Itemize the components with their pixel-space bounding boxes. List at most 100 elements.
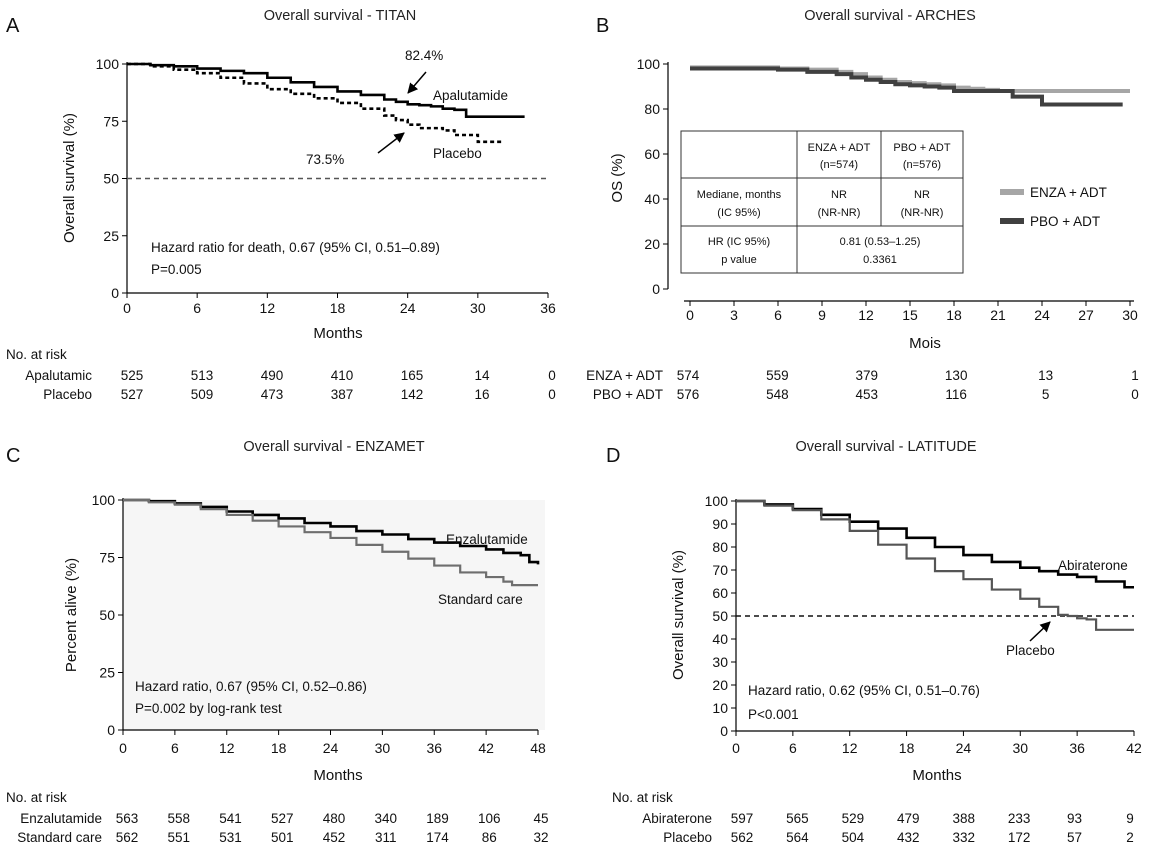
inset-row-median-sub: (IC 95%)	[717, 207, 760, 219]
risk-b-row-2-value: 576	[677, 387, 700, 402]
panel-d-y-tick-label: 20	[712, 677, 728, 693]
risk-a-row-2-value: 387	[331, 387, 354, 402]
panel-b-y-tick-label: 20	[644, 236, 660, 252]
panel-b-x-tick-label: 24	[1034, 307, 1050, 323]
panel-a-p-value: P=0.005	[151, 262, 202, 277]
panel-a-xlabel: Months	[313, 325, 362, 342]
panel-d-hazard-ratio: Hazard ratio, 0.62 (95% CI, 0.51–0.76)	[748, 683, 980, 698]
risk-title-d: No. at risk	[612, 790, 673, 805]
inset-hr-value: 0.81 (0.53–1.25)	[840, 236, 921, 248]
panel-d-y-tick-label: 90	[712, 516, 728, 532]
risk-c-row-2-value: 562	[116, 830, 139, 845]
panel-b-ylabel: OS (%)	[609, 153, 626, 202]
risk-c-row-2-value: 531	[219, 830, 242, 845]
risk-d-row-2-label: Placebo	[663, 830, 712, 845]
panel-d-plot: 0 10 20 30 40 50 60 70 80 90 100 0 6 12 18 24 30 36 42	[705, 493, 1142, 756]
risk-c-row-1-value: 541	[219, 811, 242, 826]
risk-d-row-2-value: 432	[897, 830, 920, 845]
risk-d-row-1-value: 9	[1126, 811, 1134, 826]
legend-label-pbo: PBO + ADT	[1030, 214, 1100, 229]
inset-table-frame	[680, 130, 964, 274]
panel-c-x-tick-label: 6	[171, 740, 179, 756]
panel-a-label-placebo: Placebo	[433, 146, 482, 161]
panel-b-x-tick-label: 6	[774, 307, 782, 323]
risk-a-row-2-value: 509	[191, 387, 214, 402]
panel-a-series-placebo	[127, 62, 502, 144]
panel-d: D Overall survival - LATITUDE 0 10 20 30 40 5…	[606, 439, 1142, 784]
legend-label-enza: ENZA + ADT	[1030, 185, 1107, 200]
inset-row-median-label: Mediane, months	[697, 189, 782, 201]
inset-row-hr-label: HR (IC 95%)	[708, 236, 770, 248]
risk-a-row-2-value: 527	[121, 387, 144, 402]
panel-d-y-tick-label: 30	[712, 654, 728, 670]
panel-b-plot: 0 20 40 60 80 100 0 3 6 9 12 15 18 21 24 27 30	[637, 56, 1138, 323]
panel-c-xlabel: Months	[313, 767, 362, 784]
panel-b-x-tick-label: 30	[1122, 307, 1138, 323]
panel-d-title: Overall survival - LATITUDE	[795, 439, 976, 455]
panel-b: B Overall survival - ARCHES 020406080100…	[596, 8, 1138, 352]
panel-a-x-tick-label: 0	[123, 300, 131, 316]
panel-b-inset-table: ENZA + ADT (n=574) PBO + ADT (n=576) Med…	[680, 130, 964, 274]
risk-a-row-2-label: Placebo	[43, 387, 92, 402]
panel-d-arrow-placebo	[1029, 621, 1051, 642]
risk-a-row-2-value: 16	[474, 387, 489, 402]
panel-d-x-tick-label: 36	[1069, 740, 1085, 756]
panel-b-series-enza-adt	[690, 65, 1130, 93]
risk-d-row-1-value: 233	[1008, 811, 1031, 826]
panel-d-x-tick-label: 18	[899, 740, 915, 756]
panel-c-y-tick-label: 50	[99, 607, 115, 623]
risk-a-row-1-label: Apalutamic	[25, 368, 92, 383]
panel-d-y-tick-label: 100	[705, 493, 729, 509]
risk-tables: No. at risk No. at risk No. at risk Apal…	[6, 347, 1139, 845]
panel-b-x-tick-label: 0	[686, 307, 694, 323]
risk-d-row-1-value: 388	[952, 811, 975, 826]
panel-b-y-tick-label: 80	[644, 101, 660, 117]
risk-d-row-2-value: 2	[1126, 830, 1134, 845]
risk-b-row-1-value: 1	[1131, 368, 1139, 383]
panel-c-y-tick-label: 75	[99, 550, 115, 566]
panel-d-y-tick-label: 0	[720, 723, 728, 739]
risk-d-row-2-value: 332	[952, 830, 975, 845]
panel-c-hazard-ratio: Hazard ratio, 0.67 (95% CI, 0.52–0.86)	[135, 679, 367, 694]
panel-letter-d: D	[606, 445, 620, 467]
inset-header-enza: ENZA + ADT	[808, 142, 871, 154]
panel-b-x-tick-label: 15	[902, 307, 918, 323]
panel-c-ylabel: Percent alive (%)	[63, 558, 80, 672]
panel-a-label-apalutamide: Apalutamide	[433, 88, 508, 103]
panel-c-x-tick-label: 30	[375, 740, 391, 756]
panel-b-title: Overall survival - ARCHES	[804, 8, 976, 24]
risk-c-row-1-label: Enzalutamide	[20, 811, 102, 826]
panel-a-arrow-placebo	[377, 132, 405, 154]
panel-d-ylabel: Overall survival (%)	[670, 550, 687, 680]
risk-b-row-2-value: 116	[945, 387, 967, 402]
risk-c-row-1-value: 189	[426, 811, 449, 826]
risk-c-row-1-value: 527	[271, 811, 294, 826]
panel-c-series-standard-care	[123, 498, 538, 587]
panel-a-title: Overall survival - TITAN	[264, 8, 417, 24]
inset-header-enza-n: (n=574)	[820, 159, 858, 171]
risk-a-row-1-value: 14	[474, 368, 490, 383]
panel-b-y-tick-label: 0	[652, 281, 660, 297]
panel-d-y-tick-label: 40	[712, 631, 728, 647]
panel-a-ylabel: Overall survival (%)	[61, 113, 78, 243]
risk-b-row-1-label: ENZA + ADT	[586, 368, 663, 383]
panel-c-x-tick-label: 36	[426, 740, 442, 756]
panel-b-series-pbo-adt	[690, 66, 1123, 107]
panel-c-y-tick-label: 100	[92, 492, 116, 508]
panel-d-x-tick-label: 0	[732, 740, 740, 756]
risk-d-row-1-value: 529	[842, 811, 865, 826]
panel-b-x-tick-label: 21	[990, 307, 1006, 323]
risk-a-row-1-value: 525	[121, 368, 144, 383]
risk-c-row-2-value: 501	[271, 830, 294, 845]
inset-header-pbo: PBO + ADT	[893, 142, 950, 154]
risk-b-row-1-value: 379	[856, 368, 879, 383]
panel-d-x-tick-label: 30	[1012, 740, 1028, 756]
risk-c-row-1-value: 480	[323, 811, 346, 826]
panel-b-xlabel: Mois	[909, 335, 941, 352]
panel-a-annotation-apalutamide-pct: 82.4%	[405, 48, 443, 63]
panel-d-label-placebo: Placebo	[1006, 643, 1055, 658]
panel-c-y-tick-label: 0	[107, 722, 115, 738]
panel-letter-a: A	[6, 15, 20, 37]
risk-b-row-2-value: 5	[1042, 387, 1050, 402]
panel-c-plot: 0 25 50 75 100 0 6 12 18 24 30 36 42 48	[92, 492, 546, 756]
